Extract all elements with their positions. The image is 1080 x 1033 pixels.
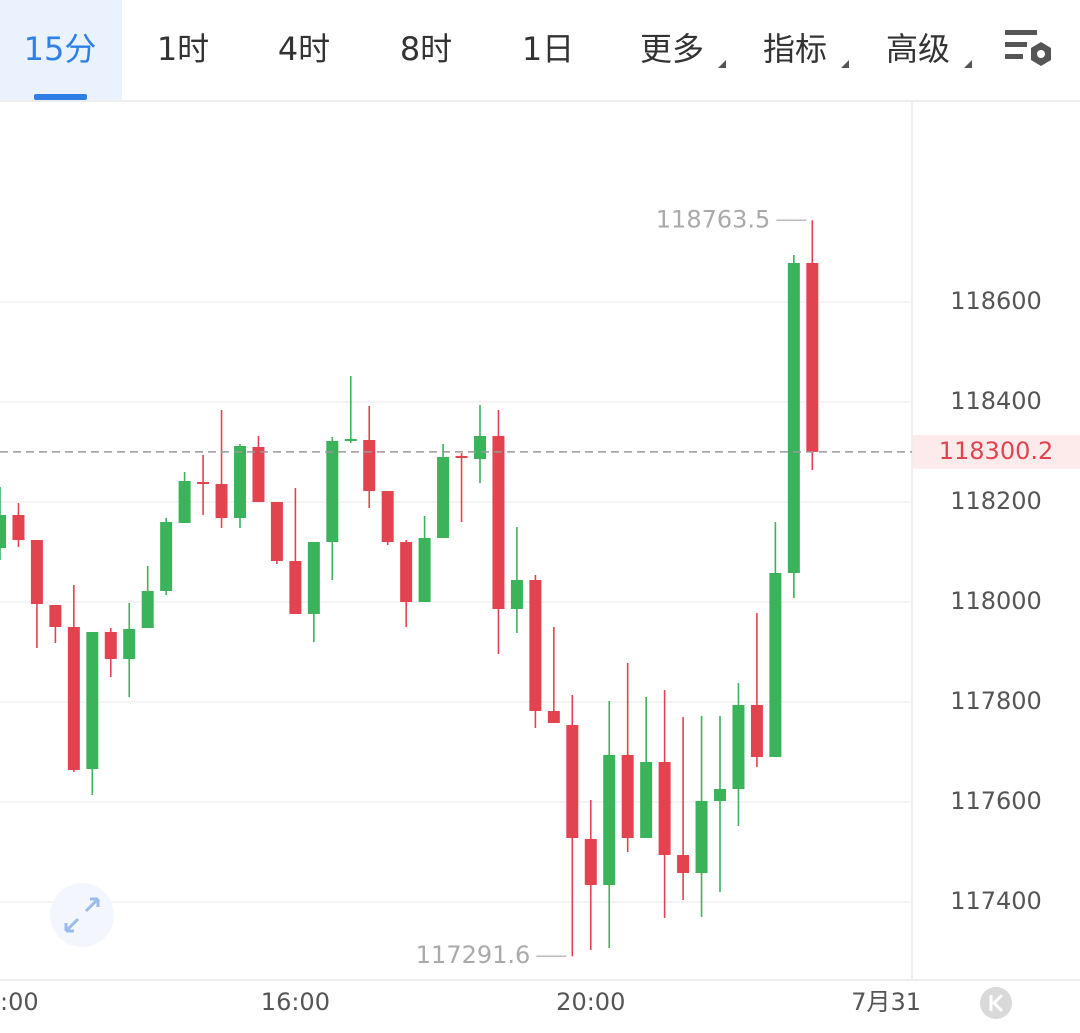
candle-body — [677, 855, 690, 873]
candle-body — [252, 447, 265, 502]
candle-body — [215, 484, 228, 518]
candle-body — [289, 561, 302, 614]
x-tick-label: 7月31 — [851, 988, 921, 1016]
y-tick-label: 118400 — [950, 387, 1042, 415]
candle-body — [270, 502, 283, 561]
tab-active-bg — [0, 0, 122, 100]
y-tick-label: 117800 — [950, 687, 1042, 715]
candle-body — [566, 725, 579, 838]
expand-button[interactable] — [50, 883, 114, 947]
icon-bar — [1005, 42, 1027, 47]
plot: 117400 117600 117800 118000 118200 118400 1186… — [0, 205, 1080, 1016]
tab[interactable]: 8时 — [400, 30, 452, 68]
candle-body — [326, 441, 339, 542]
high-label: 118763.5 — [656, 205, 771, 233]
candle-body — [418, 538, 431, 602]
candle-body — [30, 540, 43, 604]
candle-body — [307, 542, 320, 614]
candle-body — [769, 573, 782, 757]
k-button[interactable] — [980, 987, 1012, 1019]
candle-body — [344, 439, 357, 441]
candle-body — [437, 457, 450, 538]
candle-body — [584, 839, 597, 885]
candle-body — [49, 605, 62, 627]
icon-bar — [1005, 54, 1023, 59]
candle-body — [621, 755, 634, 838]
tab[interactable]: 高级 — [886, 30, 972, 68]
tab-label: 4时 — [278, 30, 330, 68]
tab-label: 8时 — [400, 30, 452, 68]
candle-body — [12, 515, 25, 540]
y-tick-label: 118600 — [950, 287, 1042, 315]
x-tick-label: 16:00 — [261, 988, 330, 1016]
tab-label: 1时 — [157, 30, 209, 68]
dropdown-arrow — [964, 60, 972, 68]
tab[interactable]: 4时 — [278, 30, 330, 68]
candle-body — [67, 627, 80, 770]
candle-body — [0, 515, 6, 548]
candle-body — [141, 591, 154, 628]
candle-body — [178, 481, 191, 523]
last-price-bg — [913, 434, 1080, 469]
candle-body — [86, 632, 99, 769]
tab-underline — [34, 94, 87, 100]
tab-label: 指标 — [763, 30, 827, 68]
tab-label: 更多 — [640, 30, 704, 68]
last-price-label: 118300.2 — [939, 437, 1054, 465]
candle-body — [197, 482, 210, 484]
candle-body — [750, 705, 763, 757]
candle-body — [640, 762, 653, 838]
y-tick-label: 117600 — [950, 787, 1042, 815]
x-tick-label: :00 — [0, 988, 39, 1016]
candle-body — [400, 542, 413, 602]
y-tick-label: 117400 — [950, 887, 1042, 915]
candle-body — [104, 632, 117, 659]
tab-label: 高级 — [886, 30, 950, 68]
candle-body — [529, 580, 542, 711]
candle-body — [455, 456, 468, 458]
tab[interactable]: 1时 — [157, 30, 209, 68]
x-tick-label: 20:00 — [556, 988, 625, 1016]
candle-body — [695, 801, 708, 873]
candle-body — [547, 711, 560, 723]
icon-hole — [1037, 50, 1045, 58]
candle-body — [658, 762, 671, 855]
settings-icon[interactable] — [1005, 30, 1051, 66]
tab[interactable]: 指标 — [763, 30, 849, 68]
candle-body — [123, 629, 136, 659]
button-bg — [50, 883, 114, 947]
dropdown-arrow — [718, 60, 726, 68]
expand-icon — [64, 897, 100, 933]
y-tick-label: 118200 — [950, 487, 1042, 515]
k-icon — [989, 993, 1004, 1013]
candle-body — [510, 580, 523, 609]
y-tick-label: 118000 — [950, 587, 1042, 615]
tab-label: 1日 — [522, 30, 574, 68]
candle-body — [363, 440, 376, 491]
candle-body — [732, 705, 745, 789]
candle-body — [381, 491, 394, 542]
low-label: 117291.6 — [416, 941, 531, 969]
candle-body — [603, 755, 616, 885]
candle-body — [806, 263, 819, 452]
candle-body — [160, 522, 173, 591]
candle-body — [787, 263, 800, 573]
candle-body — [234, 446, 246, 518]
dropdown-arrow — [841, 60, 849, 68]
candle-body — [492, 436, 505, 609]
tab-bar: 15分 1时 4时 8时 1日 更多 指标 高级 — [0, 0, 972, 100]
icon-bar — [1005, 30, 1037, 35]
tab[interactable]: 15分 — [0, 0, 122, 100]
tab[interactable]: 更多 — [640, 30, 726, 68]
tab-label: 15分 — [24, 30, 97, 68]
candle-body — [714, 789, 726, 801]
tab[interactable]: 1日 — [522, 30, 574, 68]
candle-body — [474, 436, 486, 459]
